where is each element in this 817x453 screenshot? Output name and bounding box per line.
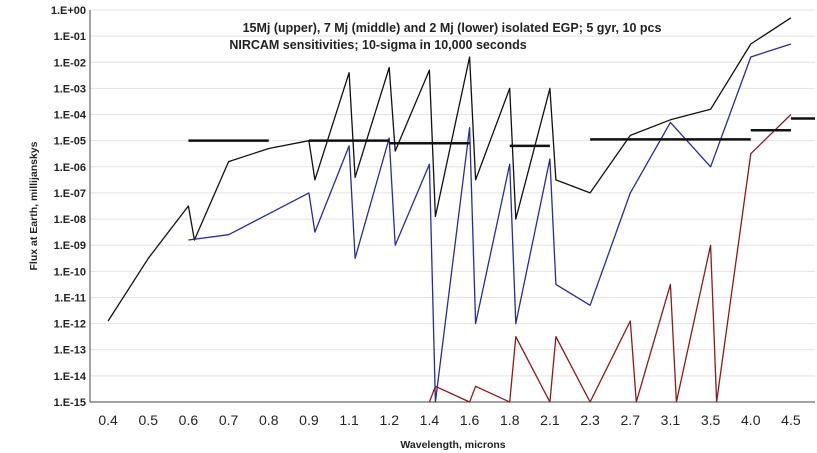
x-tick-label: 1.2: [380, 412, 400, 428]
axes: [89, 10, 815, 403]
y-tick-label: 1.E-10: [54, 266, 86, 278]
y-tick-label: 1.E-09: [54, 240, 86, 252]
x-tick-labels: 0.4 0.5 0.6 0.7 0.8 0.9 1.1 1.2 1.4 1.6 1.8 2.1 2.3 2…: [98, 412, 801, 428]
x-tick-label: 1.6: [460, 412, 480, 428]
x-tick-label: 4.5: [781, 412, 801, 428]
x-tick-label: 0.7: [219, 412, 239, 428]
y-tick-label: 1.E-04: [54, 110, 87, 122]
y-tick-label: 1.E+00: [51, 5, 86, 17]
x-tick-label: 0.5: [139, 412, 159, 428]
x-tick-label: 2.3: [580, 412, 600, 428]
y-tick-label: 1.E-13: [54, 345, 86, 357]
y-tick-labels: 1.E+00 1.E-01 1.E-02 1.E-03 1.E-04 1.E-05 1.E-…: [51, 5, 87, 409]
sensitivity-layer: [188, 117, 815, 148]
x-tick-label: 3.5: [701, 412, 721, 428]
series-line-1: [188, 43, 792, 403]
y-tick-label: 1.E-11: [54, 292, 86, 304]
annotation-line-2: NIRCAM sensitivities; 10-sigma in 10,000…: [229, 38, 526, 52]
y-tick-label: 1.E-07: [54, 188, 86, 200]
x-tick-label: 0.9: [299, 412, 319, 428]
x-tick-label: 0.8: [259, 412, 279, 428]
y-tick-label: 1.E-05: [54, 136, 86, 148]
x-axis-label: Wavelength, microns: [400, 439, 505, 451]
x-tick-label: 1.4: [420, 412, 440, 428]
y-tick-label: 1.E-06: [54, 162, 86, 174]
y-tick-label: 1.E-02: [54, 57, 86, 69]
x-tick-label: 4.0: [741, 412, 761, 428]
y-tick-label: 1.E-12: [54, 319, 86, 331]
x-tick-label: 0.4: [98, 412, 118, 428]
y-tick-label: 1.E-14: [54, 371, 87, 383]
x-tick-label: 1.1: [339, 412, 359, 428]
x-tick-label: 1.8: [500, 412, 520, 428]
x-tick-label: 2.1: [540, 412, 560, 428]
x-tick-label: 0.6: [179, 412, 199, 428]
y-tick-label: 1.E-03: [54, 83, 86, 95]
y-tick-label: 1.E-01: [54, 31, 86, 43]
y-tick-label: 1.E-15: [54, 397, 86, 409]
x-tick-label: 2.7: [621, 412, 641, 428]
y-axis-label: Flux at Earth, millijanskys: [28, 141, 40, 270]
annotation-line-1: 15Mj (upper), 7 Mj (middle) and 2 Mj (lo…: [243, 21, 662, 35]
y-tick-label: 1.E-08: [54, 214, 86, 226]
x-tick-label: 3.1: [661, 412, 681, 428]
